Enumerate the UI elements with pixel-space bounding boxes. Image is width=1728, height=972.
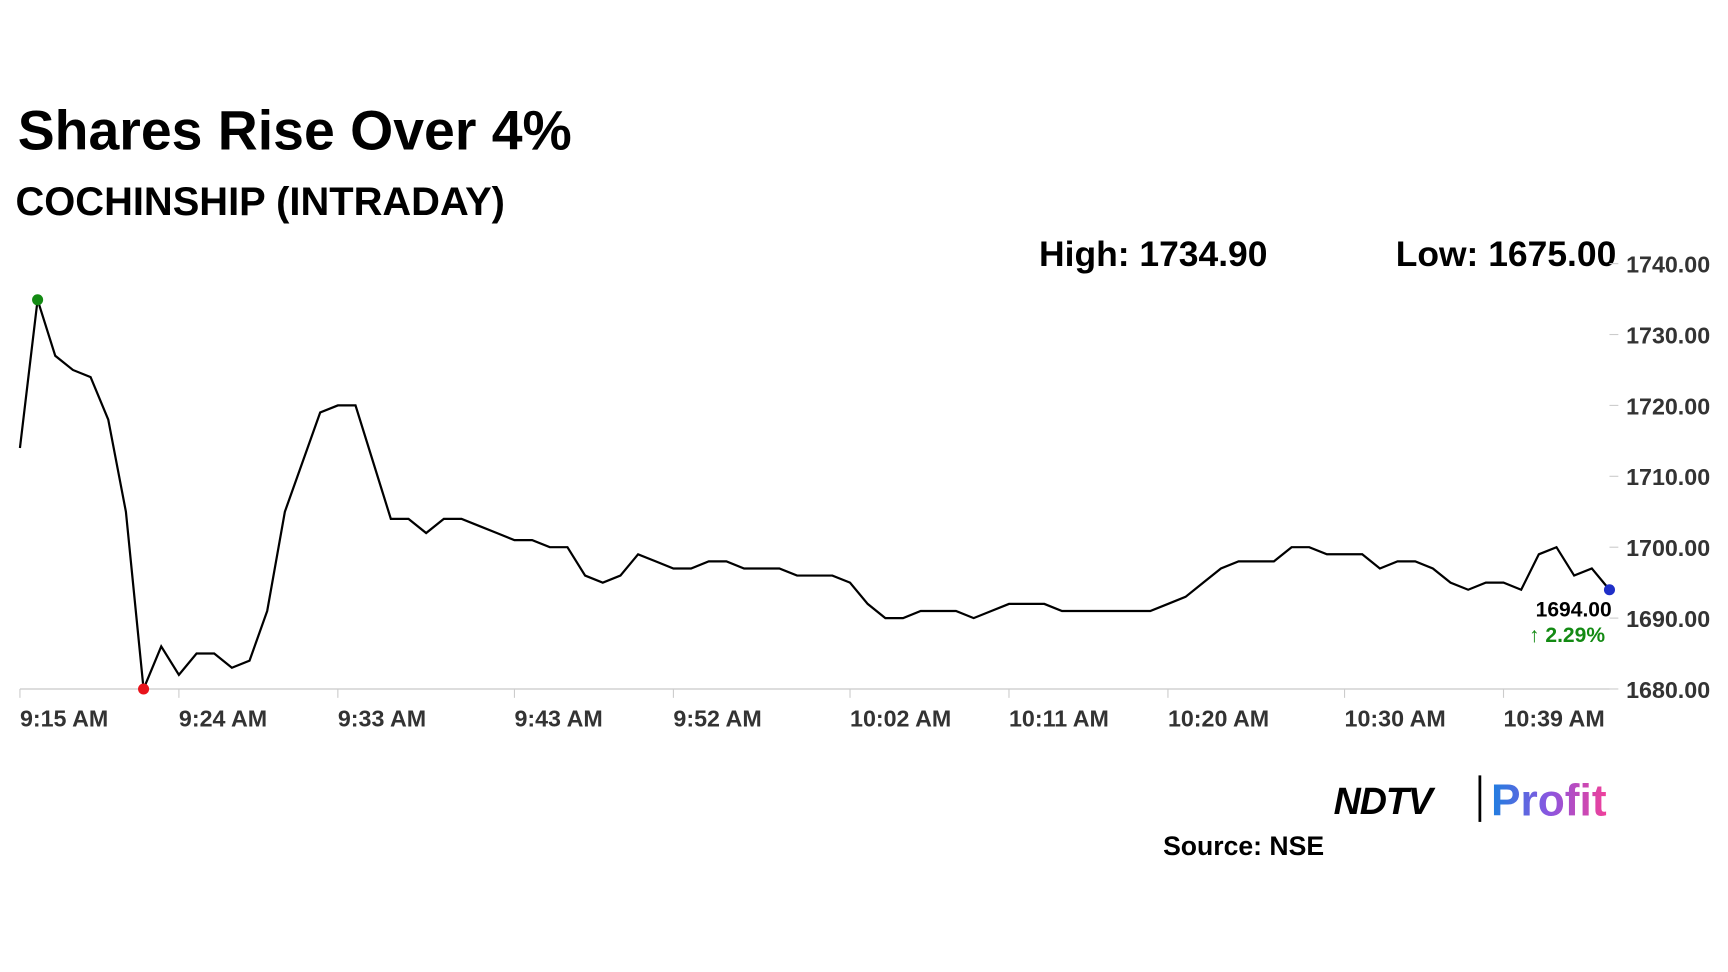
x-tick-label: 10:39 AM	[1504, 706, 1605, 732]
change-label: ↑ 2.29%	[1529, 624, 1605, 647]
brand: NDTV	[1334, 780, 1436, 822]
y-tick-label: 1730.00	[1626, 322, 1710, 348]
x-tick-label: 9:15 AM	[20, 706, 108, 732]
y-tick-label: 1720.00	[1626, 393, 1710, 419]
high-label: High: 1734.90	[1039, 234, 1267, 274]
x-tick-label: 10:30 AM	[1345, 706, 1446, 732]
x-tick-label: 9:52 AM	[673, 706, 761, 732]
x-tick-label: 10:20 AM	[1168, 706, 1269, 732]
last-price-label: 1694.00	[1536, 598, 1612, 621]
y-tick-label: 1690.00	[1626, 606, 1710, 632]
marker-high	[32, 294, 44, 306]
brand-product: Profit	[1491, 776, 1607, 825]
marker-last	[1603, 584, 1616, 596]
low-label: Low: 1675.00	[1396, 234, 1617, 274]
x-tick-label: 10:02 AM	[850, 706, 951, 732]
y-tick-label: 1700.00	[1626, 535, 1710, 561]
chart-subtitle: COCHINSHIP (INTRADAY)	[16, 180, 505, 224]
chart-title: Shares Rise Over 4%	[18, 100, 572, 162]
x-tick-label: 10:11 AM	[1009, 706, 1109, 732]
source: Source: NSE	[1163, 831, 1324, 861]
marker-low	[138, 683, 150, 695]
y-tick-label: 1680.00	[1626, 677, 1710, 703]
y-tick-label: 1740.00	[1626, 251, 1710, 277]
x-tick-label: 9:24 AM	[179, 706, 267, 732]
x-tick-label: 9:33 AM	[338, 706, 426, 732]
price-line	[18, 299, 1611, 690]
y-tick-label: 1710.00	[1626, 464, 1710, 490]
x-tick-label: 9:43 AM	[514, 706, 602, 732]
